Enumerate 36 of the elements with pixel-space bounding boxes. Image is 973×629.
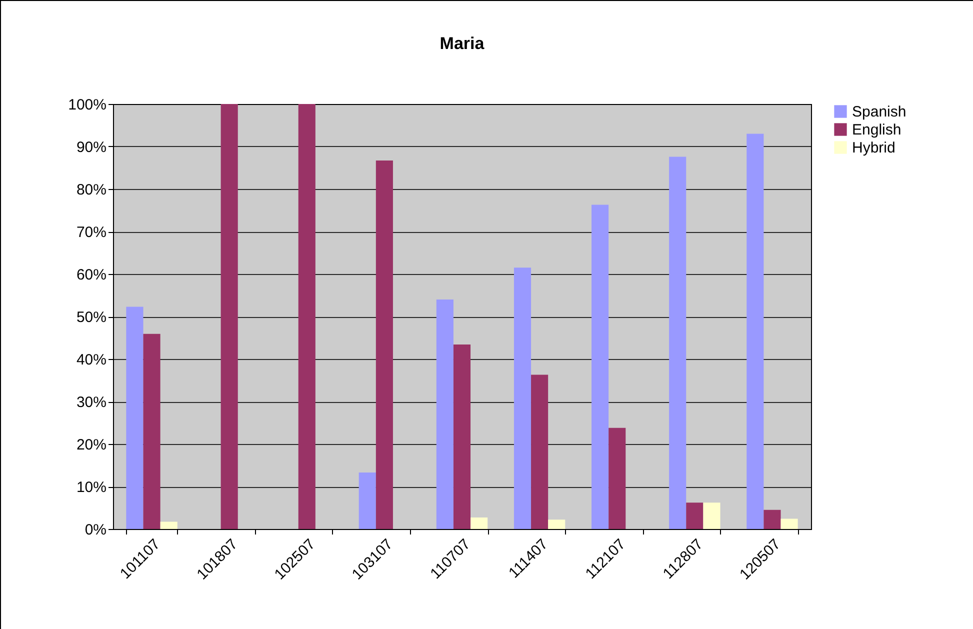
bar bbox=[298, 104, 316, 529]
bar bbox=[220, 104, 238, 529]
bar bbox=[531, 374, 548, 529]
y-tick-label: 80% bbox=[76, 182, 106, 198]
bar bbox=[780, 518, 798, 529]
bar bbox=[470, 518, 488, 529]
bar bbox=[453, 344, 471, 529]
chart-title: Maria bbox=[440, 34, 485, 53]
bar bbox=[746, 134, 764, 529]
y-tick-label: 90% bbox=[76, 139, 106, 156]
bar bbox=[126, 306, 144, 529]
bar bbox=[514, 268, 532, 529]
bar bbox=[548, 520, 566, 529]
y-tick-label: 100% bbox=[68, 96, 106, 114]
bar bbox=[160, 522, 178, 529]
y-tick-label: 40% bbox=[76, 352, 106, 368]
y-tick-label: 20% bbox=[76, 436, 106, 454]
y-tick-label: 50% bbox=[76, 309, 106, 326]
y-tick-label: 60% bbox=[76, 266, 106, 284]
legend-label: English bbox=[852, 122, 902, 138]
bar bbox=[703, 502, 720, 529]
y-tick-label: 70% bbox=[76, 224, 106, 241]
bar bbox=[686, 502, 704, 529]
bar bbox=[669, 156, 686, 529]
legend-label: Spanish bbox=[852, 104, 906, 120]
bar bbox=[436, 300, 454, 529]
bar bbox=[143, 334, 160, 529]
bar bbox=[376, 160, 393, 529]
bar bbox=[592, 204, 609, 529]
y-tick-label: 0% bbox=[84, 522, 106, 538]
y-tick-label: 30% bbox=[76, 394, 106, 411]
bar bbox=[608, 428, 626, 529]
y-tick-label: 10% bbox=[76, 479, 106, 496]
bar bbox=[764, 510, 781, 529]
legend-label: Hybrid bbox=[852, 140, 896, 156]
bar bbox=[358, 472, 376, 529]
